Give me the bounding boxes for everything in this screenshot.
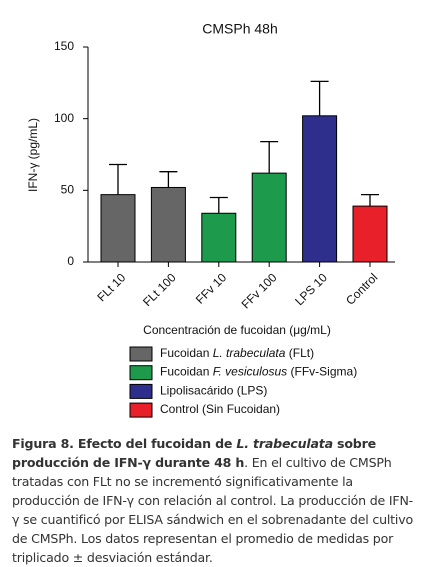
y-axis-label: IFN-γ (pg/mL) — [26, 118, 40, 192]
legend-swatch — [129, 383, 153, 399]
legend-label-part: F. vesiculosus — [213, 365, 287, 379]
caption-bold: Figura 8. Efecto del fucoidan de — [12, 436, 237, 451]
chart-title: CMSPh 48h — [202, 21, 277, 37]
legend-swatch — [129, 346, 153, 362]
x-tick-label: FLt 10 — [94, 270, 128, 304]
y-tick-label: 100 — [54, 111, 74, 125]
chart: CMSPh 48h IFN-γ (pg/mL) Concentración de… — [26, 21, 395, 418]
bar — [201, 212, 237, 263]
legend-label: Lipolisacárido (LPS) — [160, 384, 267, 398]
legend-label-part: Lipolisacárido (LPS) — [160, 384, 267, 398]
bar — [100, 194, 136, 263]
legend-label-part: (FLt) — [285, 346, 314, 360]
legend-label-part: Control (Sin Fucoidan) — [160, 402, 280, 416]
legend-label: Fucoidan L. trabeculata (FLt) — [160, 346, 314, 360]
x-tick-label: Control — [343, 270, 380, 307]
bar — [251, 172, 287, 263]
legend-label-part: Fucoidan — [160, 365, 213, 379]
caption-italic: L. trabeculata — [236, 436, 333, 451]
x-tick-label: FFv 100 — [239, 270, 280, 311]
y-tick-label: 50 — [61, 183, 75, 197]
y-tick-label: 150 — [54, 39, 74, 53]
caption: Figura 8. Efecto del fucoidan de L. trab… — [12, 434, 414, 567]
x-axis-label: Concentración de fucoidan (μg/mL) — [143, 323, 331, 337]
x-tick-label: FLt 100 — [140, 270, 179, 309]
bar — [150, 186, 186, 263]
legend-label-part: (FFv-Sigma) — [287, 365, 357, 379]
bar — [302, 115, 338, 263]
legend-label-part: L. trabeculata — [213, 346, 286, 360]
legend-swatch — [129, 402, 153, 418]
caption-bold: sobre producción de IFN-γ durante 48 h — [12, 436, 376, 470]
legend-swatch — [129, 365, 153, 381]
bar — [352, 205, 388, 263]
caption-text: . En el cultivo de CMSPh tratadas con FL… — [12, 455, 414, 565]
x-tick-label: LPS 10 — [292, 270, 330, 308]
x-tick-label: FFv 10 — [193, 270, 230, 307]
legend-label: Fucoidan F. vesiculosus (FFv-Sigma) — [160, 365, 357, 379]
legend-label-part: Fucoidan — [160, 346, 213, 360]
legend-label: Control (Sin Fucoidan) — [160, 402, 280, 416]
y-tick-label: 0 — [67, 254, 74, 268]
